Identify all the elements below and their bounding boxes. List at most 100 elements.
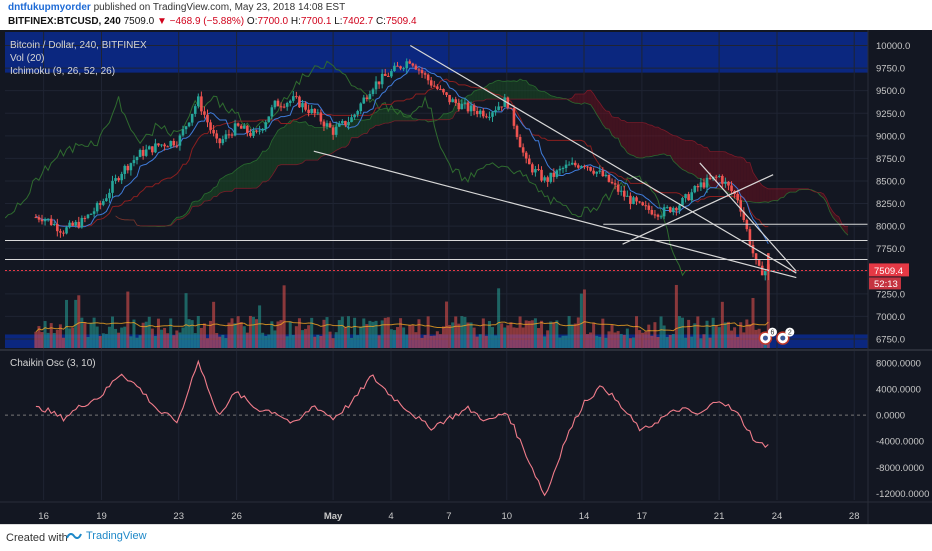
kumo-segment: [195, 201, 198, 206]
candle-body: [53, 224, 56, 225]
volume-bar: [68, 328, 71, 348]
volume-bar: [117, 333, 120, 348]
volume-bar: [607, 331, 610, 348]
candle-body: [292, 96, 295, 101]
candle-body: [172, 141, 175, 145]
candle-body: [77, 222, 80, 227]
volume-bar: [751, 298, 754, 348]
kumo-segment: [741, 157, 744, 202]
kumo-segment: [284, 124, 287, 165]
candle-body: [280, 106, 283, 107]
volume-bar: [329, 332, 332, 348]
volume-bar: [237, 316, 240, 348]
footer: Created with TradingView: [0, 524, 932, 551]
candle-body: [464, 103, 467, 104]
candle-body: [338, 123, 341, 126]
candle-body: [59, 231, 62, 232]
volume-bar: [227, 323, 230, 348]
author-link[interactable]: dntfukupmyorder: [8, 2, 91, 13]
volume-bar: [405, 335, 408, 348]
kumo-segment: [508, 81, 511, 99]
candle-body: [690, 192, 693, 200]
candle-body: [136, 157, 139, 160]
candle-body: [556, 170, 559, 177]
candle-body: [418, 69, 421, 70]
volume-bar: [258, 305, 261, 348]
price-tick-label: 7250.0: [876, 289, 905, 300]
kumo-segment: [667, 132, 670, 156]
event-badge-count: 6: [770, 330, 774, 337]
candle-body: [283, 107, 286, 108]
volume-bar: [666, 337, 669, 348]
low-value: 7402.7: [343, 16, 374, 27]
candle-body: [451, 99, 454, 102]
price-tick-label: 6750.0: [876, 334, 905, 345]
candle-body: [641, 202, 644, 205]
volume-bar: [660, 316, 663, 348]
volume-bar: [356, 335, 359, 348]
tradingview-link[interactable]: TradingView: [66, 530, 147, 542]
volume-bar: [561, 336, 564, 348]
volume-bar: [460, 316, 463, 348]
candle-body: [108, 193, 111, 198]
candle-body: [700, 182, 703, 187]
kumo-segment: [407, 115, 410, 121]
candle-body: [758, 260, 761, 266]
candle-body: [369, 94, 372, 99]
volume-bar: [684, 338, 687, 348]
kumo-segment: [480, 88, 483, 101]
kumo-segment: [652, 125, 655, 156]
price-tick-label: 8750.0: [876, 154, 905, 165]
volume-bar: [626, 329, 629, 348]
candle-body: [310, 109, 313, 113]
volume-bar: [436, 331, 439, 348]
candle-body: [56, 224, 59, 231]
kumo-segment: [235, 168, 238, 188]
kumo-segment: [382, 108, 385, 124]
volume-bar: [326, 317, 329, 348]
price-tick-label: 8000.0: [876, 222, 905, 233]
kumo-segment: [293, 121, 296, 165]
volume-bar: [378, 335, 381, 348]
volume-bar: [678, 316, 681, 348]
volume-bar: [240, 322, 243, 348]
kumo-segment: [643, 123, 646, 158]
volume-bar: [47, 333, 50, 348]
volume-bar: [650, 336, 653, 348]
candle-body: [681, 198, 684, 206]
candle-body: [470, 105, 473, 111]
kumo-segment: [689, 140, 692, 173]
volume-bar: [712, 318, 715, 348]
volume-bar: [99, 336, 102, 348]
candle-body: [304, 103, 307, 110]
candle-body: [494, 110, 497, 112]
candle-body: [592, 171, 595, 174]
candle-body: [399, 66, 402, 68]
volume-bar: [543, 336, 546, 348]
candle-body: [724, 182, 727, 184]
candle-body: [209, 122, 212, 130]
volume-bar: [755, 330, 758, 348]
kumo-segment: [474, 90, 477, 101]
candle-body: [222, 139, 225, 143]
candle-body: [595, 172, 598, 174]
volume-bar: [77, 295, 80, 348]
kumo-segment: [762, 186, 765, 203]
volume-bar: [44, 321, 47, 348]
volume-bar: [368, 321, 371, 348]
volume-bar: [178, 332, 181, 348]
kumo-segment: [646, 123, 649, 157]
kumo-segment: [342, 125, 345, 148]
volume-bar: [733, 327, 736, 348]
volume-bar: [126, 292, 129, 348]
candle-body: [605, 175, 608, 176]
candle-body: [68, 223, 71, 228]
volume-bar: [672, 334, 675, 348]
kumo-segment: [683, 139, 686, 170]
candle-body: [323, 122, 326, 127]
candle-body: [218, 139, 221, 144]
candle-body: [412, 64, 415, 66]
candle-body: [525, 153, 528, 159]
